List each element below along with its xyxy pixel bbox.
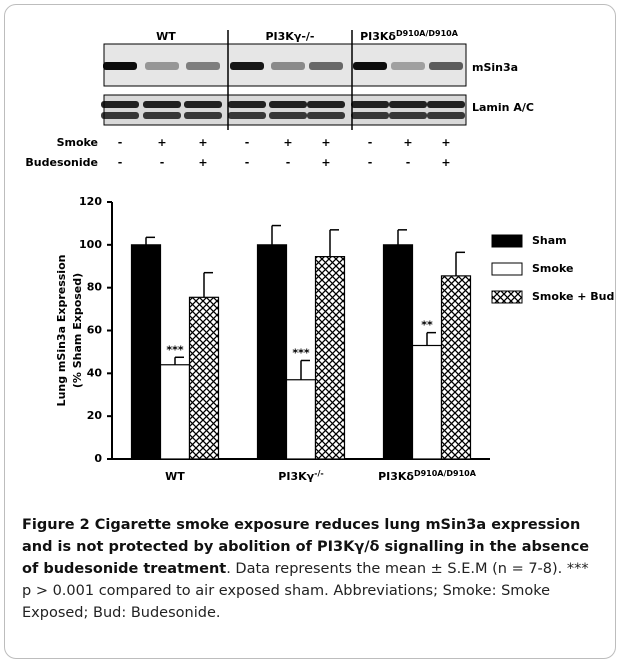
bar bbox=[384, 245, 413, 459]
blot-band bbox=[143, 112, 181, 119]
legend-label: Smoke bbox=[532, 262, 573, 275]
blot-band bbox=[269, 112, 307, 119]
blot-group-label-text: WT bbox=[156, 30, 176, 43]
blot-band bbox=[103, 62, 137, 70]
blot-sign: - bbox=[368, 136, 373, 149]
blot-sign: - bbox=[245, 156, 250, 169]
y-tick-label: 0 bbox=[94, 452, 102, 465]
blot-band bbox=[427, 112, 465, 119]
blot-sign: - bbox=[368, 156, 373, 169]
blot-band bbox=[101, 101, 139, 108]
blot-sign: + bbox=[441, 136, 450, 149]
y-tick-label: 60 bbox=[87, 324, 103, 337]
blot-row-label: Budesonide bbox=[25, 156, 98, 169]
blot-band bbox=[391, 62, 425, 70]
x-tick-label-text: PI3Kγ bbox=[278, 470, 314, 483]
bar bbox=[442, 276, 471, 459]
bar bbox=[258, 245, 287, 459]
blot-band bbox=[228, 101, 266, 108]
x-tick-label-text: WT bbox=[165, 470, 185, 483]
blot-band bbox=[351, 112, 389, 119]
blot-band bbox=[353, 62, 387, 70]
blot-panel bbox=[104, 95, 466, 125]
legend-swatch bbox=[492, 235, 522, 247]
blot-band bbox=[269, 101, 307, 108]
blot-band bbox=[184, 112, 222, 119]
x-tick-label-text: PI3Kδ bbox=[378, 470, 414, 483]
significance-label: ** bbox=[421, 319, 433, 332]
bar bbox=[316, 257, 345, 459]
bar bbox=[161, 365, 190, 459]
legend-label: Smoke + Bud bbox=[532, 290, 614, 303]
blot-band bbox=[145, 62, 179, 70]
blot-band bbox=[307, 101, 345, 108]
y-tick-label: 80 bbox=[87, 281, 103, 294]
blot-sign: - bbox=[406, 156, 411, 169]
blot-group-label: PI3KδD910A/D910A bbox=[360, 29, 459, 44]
bar bbox=[413, 345, 442, 459]
blot-sign: - bbox=[160, 156, 165, 169]
blot-sign: - bbox=[118, 136, 123, 149]
blot-band bbox=[427, 101, 465, 108]
bar bbox=[287, 380, 316, 459]
blot-sign: + bbox=[198, 136, 207, 149]
blot-band bbox=[143, 101, 181, 108]
blot-band bbox=[228, 112, 266, 119]
blot-band bbox=[351, 101, 389, 108]
blot-band bbox=[230, 62, 264, 70]
legend-label: Sham bbox=[532, 234, 567, 247]
blot-sign: - bbox=[245, 136, 250, 149]
x-tick-label: PI3Kγ-/- bbox=[278, 469, 323, 484]
blot-band-label: mSin3a bbox=[472, 61, 518, 74]
blot-sign: - bbox=[286, 156, 291, 169]
significance-label: *** bbox=[166, 343, 184, 356]
legend-swatch bbox=[492, 291, 522, 303]
x-tick-label-sup: D910A/D910A bbox=[414, 469, 477, 478]
blot-sign: - bbox=[118, 156, 123, 169]
blot-sign: + bbox=[321, 156, 330, 169]
blot-band bbox=[184, 101, 222, 108]
blot-band bbox=[271, 62, 305, 70]
y-axis-label: Lung mSin3a Expression bbox=[55, 255, 68, 407]
y-tick-label: 20 bbox=[87, 409, 103, 422]
y-tick-label: 120 bbox=[79, 195, 102, 208]
page: {"blot": { "groups": [{"label": "WT"}, {… bbox=[0, 0, 622, 665]
bar bbox=[190, 297, 219, 459]
blot-group-label-text: PI3Kδ bbox=[360, 30, 396, 43]
x-tick-label: PI3KδD910A/D910A bbox=[378, 469, 477, 484]
bar bbox=[132, 245, 161, 459]
x-tick-label-sup: -/- bbox=[314, 469, 324, 478]
legend-swatch bbox=[492, 263, 522, 275]
significance-label: *** bbox=[292, 346, 310, 359]
blot-group-label: PI3Kγ-/- bbox=[266, 30, 315, 43]
blot-sign: + bbox=[157, 136, 166, 149]
blot-group-label-sup: D910A/D910A bbox=[396, 29, 459, 38]
blot-group-label-text: PI3Kγ-/- bbox=[266, 30, 315, 43]
blot-band bbox=[389, 101, 427, 108]
blot-row-label: Smoke bbox=[57, 136, 98, 149]
blot-band-label: Lamin A/C bbox=[472, 101, 534, 114]
x-tick-label: WT bbox=[165, 470, 185, 483]
blot-band bbox=[186, 62, 220, 70]
blot-band bbox=[307, 112, 345, 119]
caption: Figure 2 Cigarette smoke exposure reduce… bbox=[22, 514, 602, 624]
blot-sign: + bbox=[441, 156, 450, 169]
blot-band bbox=[389, 112, 427, 119]
blot-sign: + bbox=[403, 136, 412, 149]
y-axis-label: (% Sham Exposed) bbox=[71, 273, 84, 388]
blot-sign: + bbox=[283, 136, 292, 149]
blot-group-label: WT bbox=[156, 30, 176, 43]
blot-band bbox=[309, 62, 343, 70]
blot-band bbox=[429, 62, 463, 70]
blot-sign: + bbox=[198, 156, 207, 169]
blot-band bbox=[101, 112, 139, 119]
y-tick-label: 100 bbox=[79, 238, 102, 251]
blot-sign: + bbox=[321, 136, 330, 149]
y-tick-label: 40 bbox=[87, 366, 103, 379]
